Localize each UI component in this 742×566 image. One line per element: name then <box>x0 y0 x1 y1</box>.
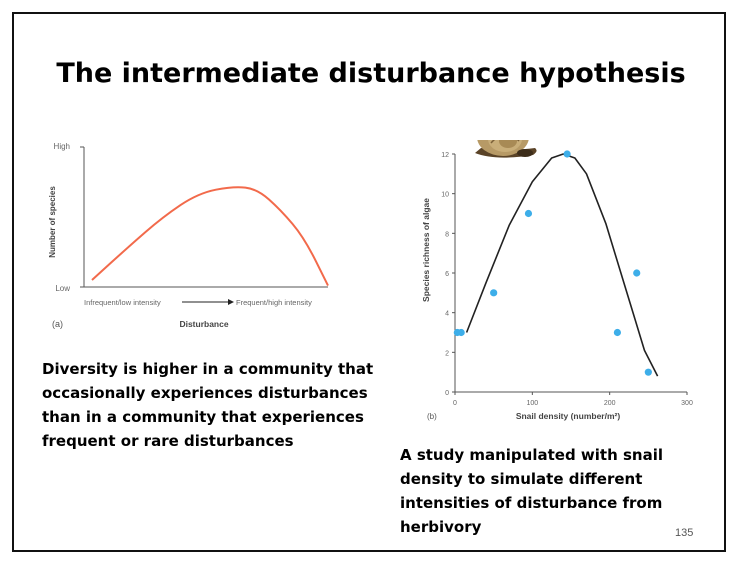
y-tick-label: 8 <box>445 231 449 238</box>
data-point <box>490 289 498 297</box>
chart-b: 0 2 4 6 8 10 12 0 100 200 300 Species richness of … <box>421 140 693 421</box>
data-point <box>457 328 465 337</box>
page-number: 135 <box>675 527 694 539</box>
y-tick-label: 4 <box>445 311 449 318</box>
caption-left: Diversity is higher in a community that … <box>42 360 374 450</box>
y-tick-label: 12 <box>441 152 449 159</box>
x-axis-label: Disturbance <box>179 319 228 329</box>
y-tick-label: 10 <box>441 192 449 199</box>
slide-frame <box>12 12 726 552</box>
x-scale-arrowhead <box>228 299 234 305</box>
x-tick-label: 0 <box>453 400 457 407</box>
species-curve <box>91 186 329 287</box>
data-point <box>613 328 621 337</box>
data-point <box>644 368 652 376</box>
x-tick-label: 100 <box>526 400 538 407</box>
y-tick-high: High <box>54 142 70 151</box>
caption-right: A study manipulated with snail density t… <box>400 446 663 536</box>
panel-label-a: (a) <box>52 319 63 329</box>
snail-icon <box>475 140 537 158</box>
x-scale-left: Infrequent/low intensity <box>84 298 161 307</box>
data-point <box>524 209 533 218</box>
x-axis-label-b: Snail density (number/m²) <box>516 411 621 421</box>
y-tick-label: 0 <box>445 390 449 397</box>
chart-a: High Low Number of species Infrequent/lo… <box>48 142 329 329</box>
y-axis-label-b: Species richness of algae <box>421 198 431 302</box>
y-axis-label: Number of species <box>48 186 57 258</box>
fit-curve <box>465 153 659 377</box>
slide-title: The intermediate disturbance hypothesis <box>56 58 686 89</box>
data-point <box>563 150 571 158</box>
panel-label-b: (b) <box>427 412 437 421</box>
y-tick-label: 2 <box>445 350 449 357</box>
x-tick-label: 200 <box>604 400 616 407</box>
y-tick-label: 6 <box>445 271 449 278</box>
data-point <box>633 269 641 277</box>
y-tick-low: Low <box>55 284 70 293</box>
x-tick-label: 300 <box>681 400 693 407</box>
x-scale-right: Frequent/high intensity <box>236 298 312 307</box>
